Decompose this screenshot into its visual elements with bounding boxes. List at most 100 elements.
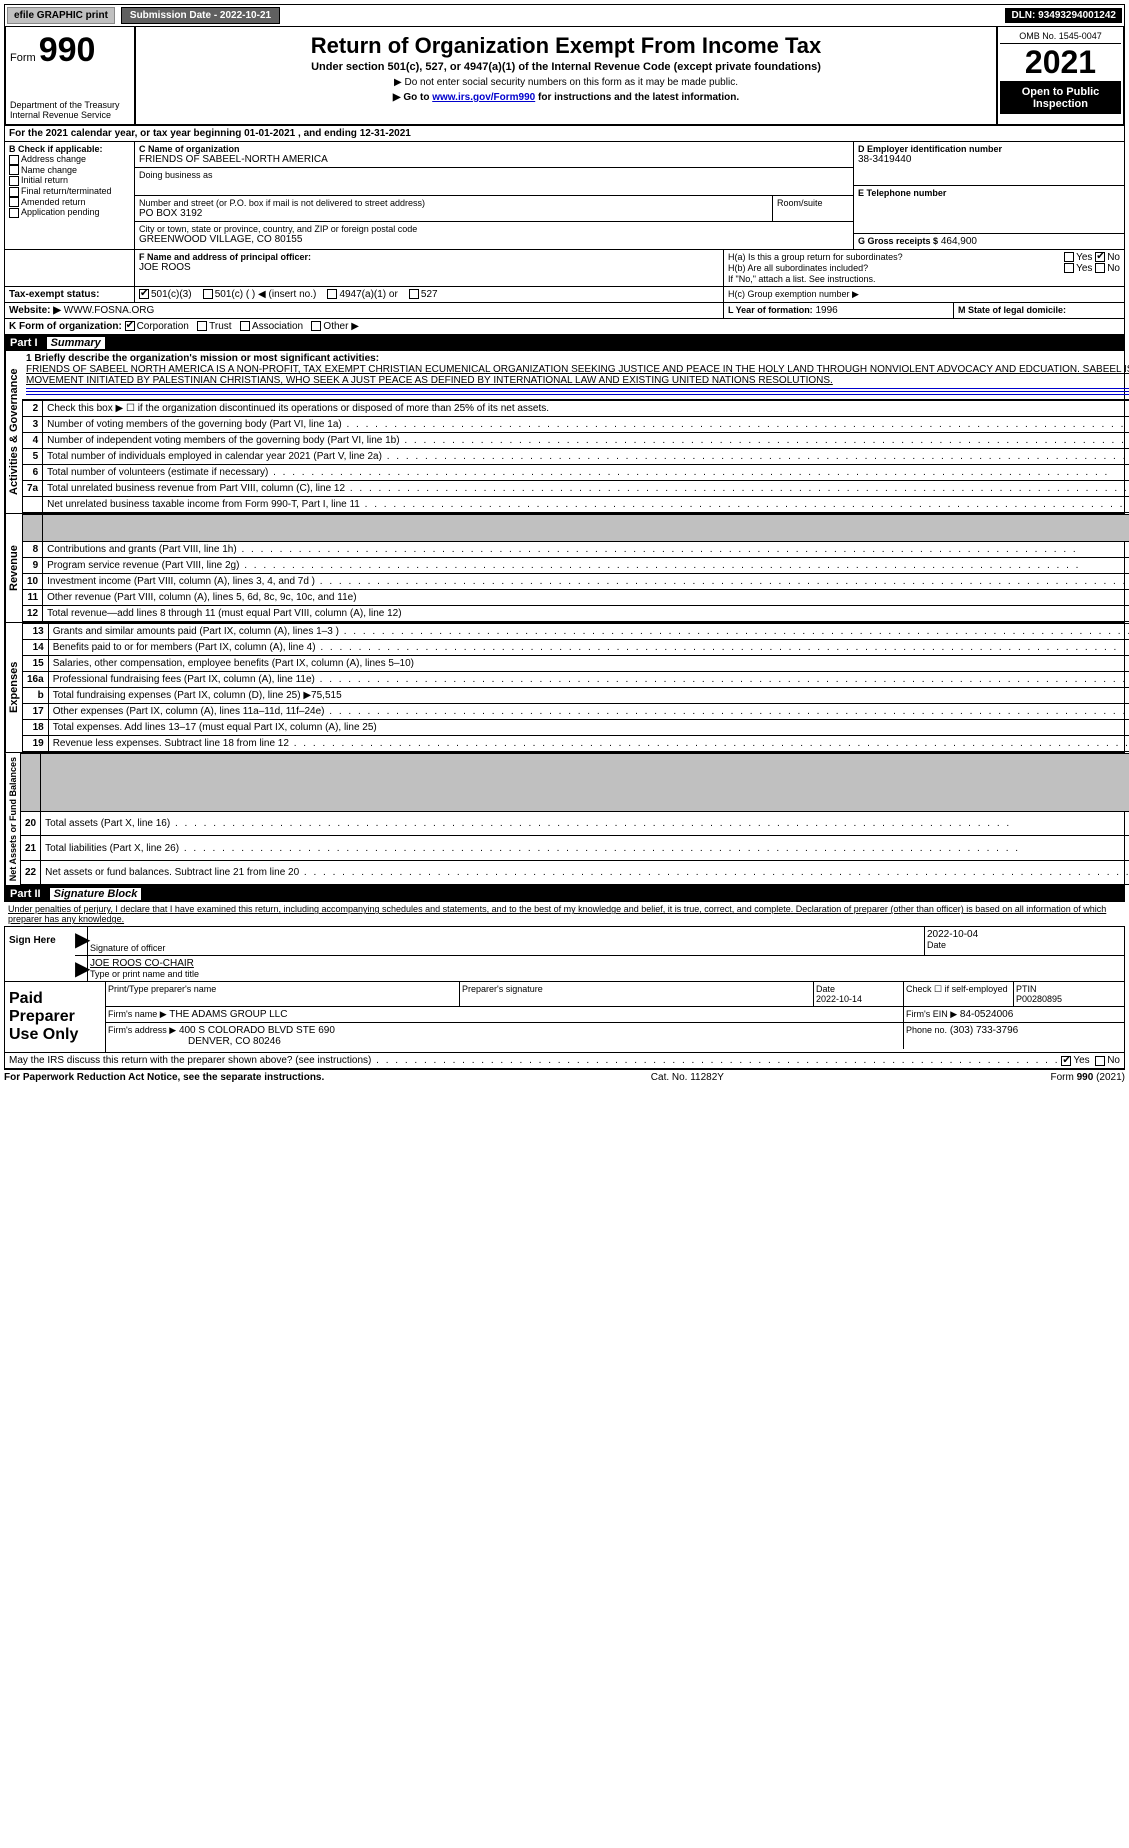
chk-ha-no[interactable] [1095,252,1105,262]
yof-val: 1996 [815,305,837,316]
yof-lbl: L Year of formation: [728,305,813,315]
line-a: For the 2021 calendar year, or tax year … [4,126,1125,142]
section-deg: D Employer identification number 38-3419… [854,142,1124,249]
form-title: Return of Organization Exempt From Incom… [144,33,988,59]
chk-501c3[interactable] [139,289,149,299]
org-name-lbl: C Name of organization [139,144,849,154]
chk-527[interactable] [409,289,419,299]
phone-lbl: E Telephone number [858,188,1120,198]
discuss-lbl: May the IRS discuss this return with the… [9,1055,1061,1066]
domicile-lbl: M State of legal domicile: [954,303,1124,318]
section-j: Website: ▶ WWW.FOSNA.ORG L Year of forma… [4,303,1125,319]
gov-table: 2Check this box ▶ ☐ if the organization … [22,400,1129,513]
ptin-val: P00280895 [1016,994,1122,1004]
chk-discuss-no[interactable] [1095,1056,1105,1066]
cat-no: Cat. No. 11282Y [651,1072,724,1083]
irs-link[interactable]: www.irs.gov/Form990 [432,92,535,103]
dln-label: DLN: 93493294001242 [1005,8,1122,23]
form-number: 990 [39,31,96,69]
ein-lbl: D Employer identification number [858,144,1120,154]
chk-501c[interactable] [203,289,213,299]
part2-title: Signature Block [50,888,142,900]
section-f: F Name and address of principal officer:… [135,250,724,286]
prep-sig-lbl: Preparer's signature [462,984,811,994]
fh-block: F Name and address of principal officer:… [4,250,1125,287]
chk-app-pending[interactable] [9,208,19,218]
form-prefix: Form [10,52,36,64]
sign-here-block: Sign Here ▶ Signature of officer 2022-10… [4,926,1125,982]
chk-ha-yes[interactable] [1064,252,1074,262]
addr-lbl: Number and street (or P.O. box if mail i… [139,198,768,208]
gov-sidelabel: Activities & Governance [5,351,22,513]
hb-note: If "No," attach a list. See instructions… [728,274,1120,284]
sig-date-lbl: Date [927,940,1122,950]
submission-date-btn[interactable]: Submission Date - 2022-10-21 [121,7,280,24]
header-center: Return of Organization Exempt From Incom… [136,27,998,124]
mission-text: FRIENDS OF SABEEL NORTH AMERICA IS A NON… [26,364,1129,386]
part1-body: Activities & Governance 1 Briefly descri… [4,351,1125,514]
rev-sidelabel: Revenue [5,514,22,622]
firm-phone-lbl: Phone no. [906,1025,947,1035]
chk-trust[interactable] [197,321,207,331]
chk-corp[interactable] [125,321,135,331]
part1-title: Summary [47,337,105,349]
line2: Check this box ▶ ☐ if the organization d… [43,401,1129,417]
form-header: Form 990 Department of the Treasury Inte… [4,27,1125,126]
firm-ein-val: 84-0524006 [960,1009,1013,1020]
officer-val: JOE ROOS [139,262,719,273]
note-link: ▶ Go to www.irs.gov/Form990 for instruct… [144,92,988,103]
prep-date-val: 2022-10-14 [816,994,901,1004]
firm-phone-val: (303) 733-3796 [950,1025,1018,1036]
arrow-icon: ▶ [75,927,87,955]
gross-lbl: G Gross receipts $ [858,236,938,246]
revenue-block: Revenue Prior YearCurrent Year 8Contribu… [4,514,1125,623]
section-h: H(a) Is this a group return for subordin… [724,250,1124,286]
section-c: C Name of organization FRIENDS OF SABEEL… [135,142,854,249]
hc-lbl: H(c) Group exemption number ▶ [724,287,1124,302]
room-lbl: Room/suite [777,198,849,208]
pra-notice: For Paperwork Reduction Act Notice, see … [4,1072,324,1083]
hb-lbl: H(b) Are all subordinates included? [728,263,1064,274]
chk-4947[interactable] [327,289,337,299]
chk-other[interactable] [311,321,321,331]
org-name: FRIENDS OF SABEEL-NORTH AMERICA [139,154,849,165]
form-subtitle: Under section 501(c), 527, or 4947(a)(1)… [144,61,988,73]
mission-lbl: 1 Briefly describe the organization's mi… [26,353,1129,364]
dept-treasury: Department of the Treasury [10,100,130,110]
dba-lbl: Doing business as [139,170,849,180]
sign-here-lbl: Sign Here [5,927,75,981]
chk-discuss-yes[interactable] [1061,1056,1071,1066]
revenue-table: Prior YearCurrent Year 8Contributions an… [22,514,1129,622]
prep-name-lbl: Print/Type preparer's name [108,984,457,994]
sig-date-val: 2022-10-04 [927,929,1122,940]
header-left: Form 990 Department of the Treasury Inte… [6,27,136,124]
open-inspection: Open to Public Inspection [1000,82,1121,114]
chk-address-change[interactable] [9,155,19,165]
firm-addr-lbl: Firm's address ▶ [108,1025,176,1035]
section-k: K Form of organization: Corporation Trus… [4,319,1125,335]
chk-initial-return[interactable] [9,176,19,186]
exp-sidelabel: Expenses [5,623,22,752]
dept-irs: Internal Revenue Service [10,110,130,120]
top-bar: efile GRAPHIC print Submission Date - 20… [4,4,1125,27]
netassets-table: Beginning of Current YearEnd of Year 20T… [20,753,1129,885]
chk-amended[interactable] [9,197,19,207]
website-val: WWW.FOSNA.ORG [64,305,155,316]
note-ssn: ▶ Do not enter social security numbers o… [144,77,988,88]
tax-status-lbl: Tax-exempt status: [5,287,135,302]
part2-header: Part II Signature Block [4,886,1125,902]
form-footer: Form 990 (2021) [1051,1072,1125,1083]
header-right: OMB No. 1545-0047 2021 Open to Public In… [998,27,1123,124]
chk-hb-yes[interactable] [1064,263,1074,273]
chk-final-return[interactable] [9,187,19,197]
chk-assoc[interactable] [240,321,250,331]
gross-val: 464,900 [941,236,977,247]
penalty-text: Under penalties of perjury, I declare th… [4,902,1125,926]
ein-val: 38-3419440 [858,154,1120,165]
firm-name-val: THE ADAMS GROUP LLC [169,1009,287,1020]
tax-year: 2021 [1000,44,1121,82]
chk-name-change[interactable] [9,165,19,175]
addr-val: PO BOX 3192 [139,208,768,219]
firm-addr2: DENVER, CO 80246 [188,1036,281,1047]
chk-hb-no[interactable] [1095,263,1105,273]
